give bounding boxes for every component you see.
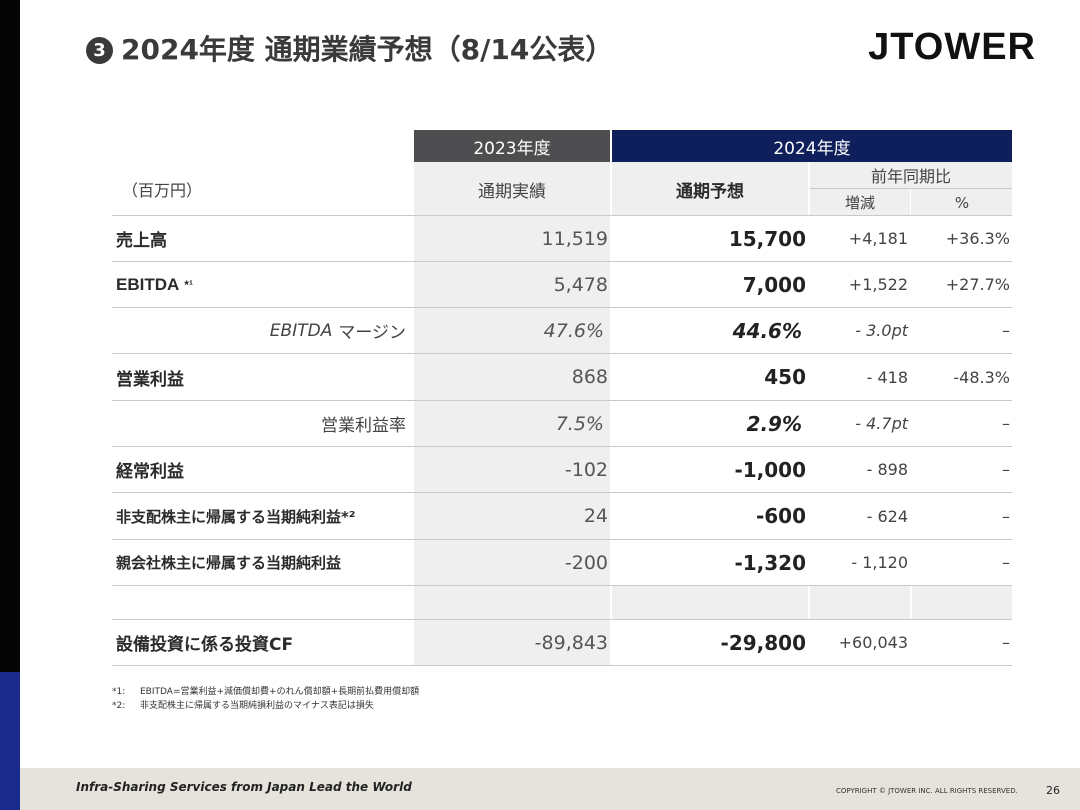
page-title-text: 2024年度 通期業績予想（8/14公表） (121, 33, 614, 66)
value-change: - 1,120 (851, 553, 908, 572)
spacer (112, 188, 414, 189)
value-2024: 7,000 (742, 272, 806, 297)
row-label-parent: 親会社株主に帰属する当期純利益 (116, 554, 342, 572)
value-change: - 624 (866, 506, 908, 526)
value-percent: – (1002, 414, 1010, 433)
row-label-ebitda-margin-italic: EBITDA (269, 320, 333, 341)
value-2024: -600 (755, 504, 806, 528)
value-2023: -89,843 (534, 631, 608, 654)
footnote-text: 非支配株主に帰属する当期純損利益のマイナス表記は損失 (140, 701, 374, 711)
row-label-operating-profit: 営業利益 (116, 369, 184, 390)
value-2023: 24 (583, 505, 608, 527)
footer-tagline: Infra-Sharing Services from Japan Lead t… (76, 780, 412, 794)
footer-copyright: COPYRIGHT © JTOWER INC. ALL RIGHTS RESER… (836, 787, 1018, 795)
row-line (112, 307, 1012, 308)
column-bg-2023 (414, 162, 610, 665)
sub-header-2023: 通期実績 (478, 181, 546, 202)
footnote-text: EBITDA=営業利益+減価償却費+のれん償却額+長期前払費用償却額 (140, 687, 420, 697)
value-change: +60,043 (838, 633, 908, 652)
value-change: +1,522 (848, 275, 908, 294)
value-2024: -29,800 (720, 630, 806, 655)
row-line (112, 539, 1012, 540)
footnote-marker: *¹ (184, 277, 193, 292)
change-header: 増減 (844, 194, 875, 212)
left-accent-bar (0, 0, 20, 672)
company-logo: JTOWER (868, 26, 1036, 68)
row-line (112, 215, 1012, 216)
row-line (112, 261, 1012, 262)
value-percent: +36.3% (945, 229, 1010, 248)
row-line (112, 492, 1012, 493)
row-label-ebitda-margin-text: マージン (338, 323, 406, 343)
page-number: 26 (1046, 784, 1060, 797)
value-2023: -102 (564, 458, 608, 481)
number-badge: 3 (86, 37, 113, 64)
value-percent: +27.7% (945, 275, 1010, 294)
value-2023: 868 (571, 366, 608, 388)
value-2023: 11,519 (541, 227, 608, 250)
value-2023: 7.5% (555, 412, 604, 435)
footnote-mark: *2: (112, 701, 126, 711)
value-change: +4,181 (848, 229, 908, 248)
row-label-capex-cf: 設備投資に係る投資CF (116, 635, 294, 655)
value-percent: – (1002, 460, 1010, 479)
footnote-1: *1: EBITDA=営業利益+減価償却費+のれん償却額+長期前払費用償却額 (112, 685, 419, 699)
value-2024: 450 (764, 365, 806, 389)
value-percent: – (1002, 506, 1010, 526)
row-label-ebitda: EBITDA *¹ (116, 262, 193, 307)
row-label-ebitda-margin: EBITDA マージン (212, 308, 406, 353)
yoy-header: 前年同期比 (870, 167, 951, 186)
row-line (112, 665, 1012, 666)
value-2024: 15,700 (728, 226, 806, 251)
value-2023: -200 (564, 551, 608, 574)
left-accent-bar-bottom (0, 672, 20, 810)
page-title: 3 2024年度 通期業績予想（8/14公表） (86, 28, 613, 68)
percent-header: % (954, 193, 970, 212)
footnotes: *1: EBITDA=営業利益+減価償却費+のれん償却額+長期前払費用償却額 *2… (112, 685, 419, 713)
footnote-2: *2: 非支配株主に帰属する当期純損利益のマイナス表記は損失 (112, 699, 419, 713)
row-line (112, 619, 1012, 620)
divider (910, 188, 911, 215)
value-2024: 2.9% (746, 411, 802, 436)
value-percent: – (1002, 633, 1010, 652)
value-percent: – (1002, 321, 1010, 340)
row-label-noncontrolling: 非支配株主に帰属する当期純利益*² (116, 507, 356, 526)
row-label-ordinary-profit: 経常利益 (116, 462, 184, 482)
row-line (112, 400, 1012, 401)
sub-header-2024: 通期予想 (676, 181, 744, 202)
value-2024: 44.6% (732, 318, 802, 343)
header-2023: 2023年度 (414, 130, 610, 162)
value-change: - 898 (866, 460, 908, 479)
value-change: - 3.0pt (855, 321, 908, 340)
footer-bar: Infra-Sharing Services from Japan Lead t… (20, 768, 1080, 810)
header-2024: 2024年度 (612, 130, 1012, 162)
row-label-sales: 売上高 (116, 231, 167, 251)
row-label-operating-margin: 営業利益率 (321, 416, 406, 436)
value-2024: -1,000 (734, 457, 806, 482)
value-change: - 418 (866, 367, 908, 387)
value-percent: -48.3% (953, 367, 1010, 387)
value-2023: 5,478 (553, 273, 608, 296)
column-bg-spacer-chg (810, 586, 910, 619)
footnote-mark: *1: (112, 687, 126, 697)
row-line (112, 353, 1012, 354)
value-2023: 47.6% (543, 319, 604, 342)
row-label-ebitda-text: EBITDA (116, 274, 180, 294)
row-line (810, 188, 1012, 189)
column-bg-2024-header (612, 162, 808, 215)
forecast-table: 2023年度 2024年度 （百万円） 通期実績 通期予想 前年同期比 増減 %… (112, 130, 1014, 670)
value-percent: – (1002, 553, 1010, 572)
value-2024: -1,320 (734, 550, 806, 575)
value-change: - 4.7pt (855, 414, 908, 433)
row-line (112, 446, 1012, 447)
column-bg-spacer-pct (912, 586, 1012, 619)
row-line (112, 585, 1012, 586)
unit-label: （百万円） (122, 181, 203, 200)
column-bg-spacer-2024 (612, 586, 808, 619)
